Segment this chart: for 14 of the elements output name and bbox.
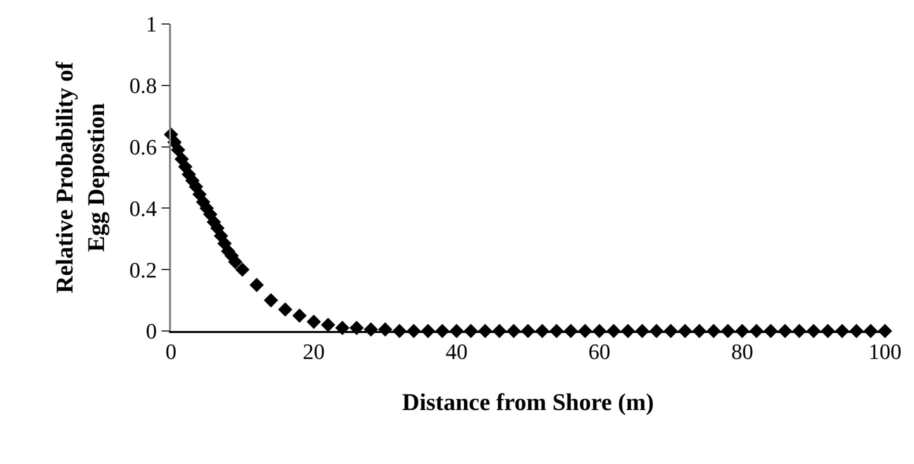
x-tick-label: 100 (868, 339, 902, 364)
y-tick-label: 0.2 (129, 257, 157, 282)
y-tick-label: 0 (146, 318, 157, 344)
y-tick-label: 0.4 (129, 196, 157, 221)
y-axis-title: Relative Probability of Egg Depostion (52, 60, 110, 294)
x-tick-label: 20 (302, 339, 325, 364)
y-tick-label: 1 (146, 12, 157, 37)
x-tick-label: 80 (731, 339, 754, 364)
x-tick-label: 0 (166, 339, 176, 364)
y-tick-label: 0.8 (129, 73, 157, 98)
x-tick-label: 40 (446, 339, 468, 364)
y-tick-label: 0.6 (129, 134, 157, 160)
x-tick-label: 60 (588, 339, 610, 364)
x-axis-title: Distance from Shore (m) (402, 390, 654, 416)
